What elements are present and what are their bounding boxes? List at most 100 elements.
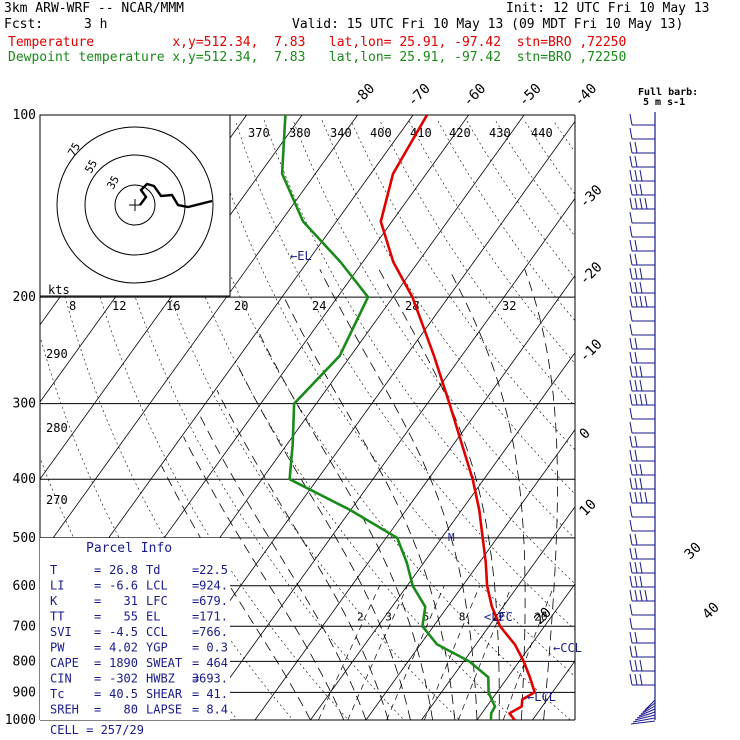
parcel-value: 8.4 — [206, 703, 228, 717]
surface-barb — [642, 702, 656, 713]
parcel-equals: = — [94, 625, 101, 639]
parcel-label: CAPE — [50, 656, 79, 670]
mixing-ratio-line — [423, 585, 481, 720]
parcel-label: EL — [146, 610, 160, 624]
parcel-cell: CELL = 257/29 — [50, 723, 144, 737]
barb-flag — [634, 393, 638, 406]
moist-adiabat-line — [200, 416, 367, 720]
dry-adiabat-line — [495, 120, 575, 237]
mixing-ratio-label: 8 — [459, 610, 466, 623]
barb-flag — [629, 631, 633, 644]
barb-flag — [634, 673, 638, 686]
isotherm-line — [476, 583, 575, 720]
pressure-tick-label: 800 — [13, 654, 36, 669]
barb-flag — [629, 211, 633, 224]
theta-e-label: 420 — [449, 126, 471, 140]
hodograph-axis-label: 24 — [312, 299, 326, 313]
barb-flag — [634, 477, 638, 490]
model-title: 3km ARW-WRF -- NCAR/MMM — [4, 1, 185, 16]
hodograph-trace — [139, 182, 213, 209]
parcel-value: 171. — [199, 610, 228, 624]
parcel-value: -4.5 — [109, 625, 138, 639]
barb-flag — [634, 155, 638, 168]
parcel-value: 679. — [199, 594, 228, 608]
isotherm-line — [588, 115, 740, 720]
parcel-value: 26.8 — [109, 563, 138, 577]
parcel-value: 0.3 — [206, 641, 228, 655]
pressure-tick-label: 600 — [13, 579, 36, 594]
mixing-ratio-label: 3 — [385, 610, 392, 623]
barb-flag — [629, 141, 633, 154]
parcel-info-title: Parcel Info — [86, 541, 172, 556]
temperature-line — [379, 115, 537, 720]
barb-flag — [639, 169, 643, 182]
dry-adiabat-label: 280 — [46, 421, 68, 435]
valid-time: Valid: 15 UTC Fri 10 May 13 (09 MDT Fri … — [292, 17, 684, 32]
barb-flag — [629, 547, 633, 560]
barb-flag — [639, 183, 643, 196]
parcel-equals: = — [192, 703, 199, 717]
barb-flag — [639, 673, 643, 686]
barb-flag — [639, 589, 643, 602]
surface-barb — [634, 714, 656, 721]
dry-adiabat-line — [263, 120, 575, 585]
parcel-equals: = — [94, 703, 101, 717]
pressure-tick-label: 100 — [13, 108, 36, 123]
barb-flag — [634, 365, 638, 378]
barb-flag — [629, 169, 633, 182]
barb-flag — [634, 575, 638, 588]
barb-flag — [634, 561, 638, 574]
dry-adiabat-line — [466, 120, 575, 279]
theta-e-label: 370 — [248, 126, 270, 140]
parcel-equals: = — [94, 563, 101, 577]
barb-flag — [639, 379, 643, 392]
dewpoint-line — [280, 115, 497, 720]
barb-flag — [634, 659, 638, 672]
barb-flag — [634, 533, 638, 546]
dry-adiabat-label: 290 — [46, 347, 68, 361]
isotherm-line — [644, 115, 740, 720]
barb-flag — [634, 169, 638, 182]
dry-adiabat-line — [177, 120, 571, 720]
barb-flag — [634, 295, 638, 308]
barb-flag — [629, 155, 633, 168]
wind-barbs: Full barb:5 m s-1 — [629, 87, 698, 725]
barb-flag — [634, 631, 638, 644]
parcel-equals: = — [94, 610, 101, 624]
isotherm-line — [310, 351, 575, 720]
dry-adiabat-line — [119, 120, 461, 720]
ccl-marker: ←CCL — [553, 641, 582, 655]
surface-barb — [644, 699, 656, 711]
dry-adiabat-line — [321, 120, 575, 495]
parcel-value: 464 — [206, 656, 228, 670]
hodograph-axis-label: 12 — [112, 299, 126, 313]
pressure-tick-label: 300 — [13, 397, 36, 412]
moist-adiabat-line — [378, 269, 500, 720]
parcel-label: HWBZ — [146, 672, 175, 686]
dry-adiabat-line — [350, 120, 575, 451]
barb-legend-title: Full barb: — [638, 87, 698, 98]
mixing-ratio-label: 5 — [423, 610, 430, 623]
dry-adiabat-line — [437, 120, 575, 322]
isotherm-label: -50 — [516, 81, 545, 110]
dry-adiabat-line — [148, 120, 516, 720]
forecast-label: Fcst: — [4, 17, 44, 32]
barb-flag — [639, 659, 643, 672]
barb-flag — [629, 575, 633, 588]
mixing-ratio-line — [458, 585, 513, 720]
isotherm-label: -70 — [405, 81, 434, 110]
hodograph-axis-label: 32 — [502, 299, 516, 313]
hodograph-ring — [56, 126, 214, 284]
parcel-value: 766. — [199, 625, 228, 639]
parcel-label: CCL — [146, 625, 168, 639]
parcel-equals: = — [192, 656, 199, 670]
barb-flag — [634, 281, 638, 294]
barb-flag — [629, 365, 633, 378]
barb-flag — [629, 295, 633, 308]
barb-flag — [634, 197, 638, 210]
el-marker: ←EL — [290, 249, 312, 263]
barb-flag — [629, 463, 633, 476]
surface-barb — [636, 711, 656, 719]
mixing-ratio-label: 2 — [357, 610, 364, 623]
